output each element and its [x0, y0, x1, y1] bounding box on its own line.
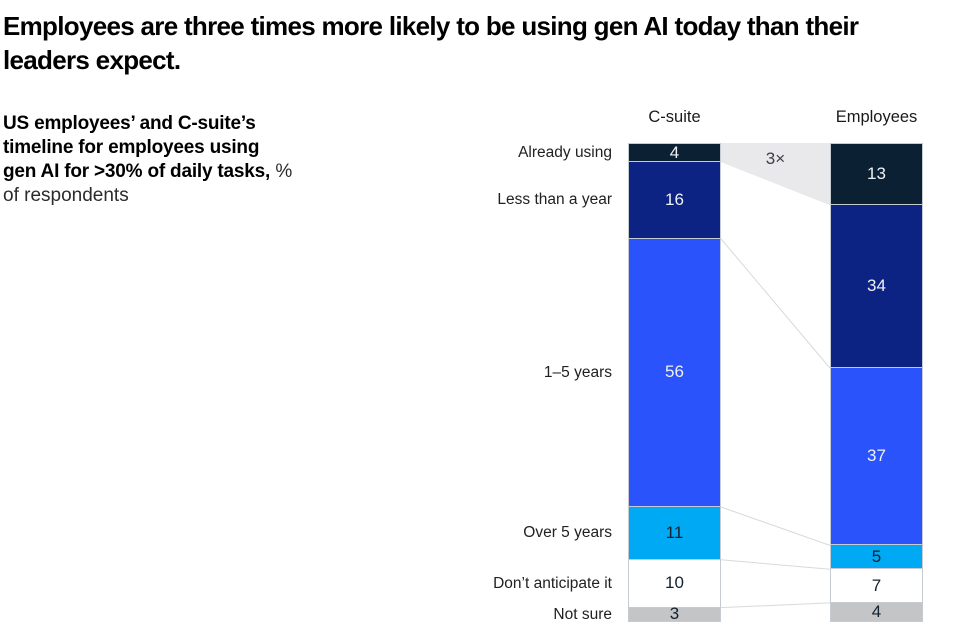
segment-connector-line — [721, 602, 830, 609]
chart-subtitle: US employees’ and C-suite’s timeline for… — [3, 112, 292, 208]
chart-title: Employees are three times more likely to… — [3, 9, 859, 77]
segment-value: 5 — [871, 546, 882, 566]
bar-segment-c-suite-not-sure: 3 — [628, 604, 721, 623]
title-line-2: leaders expect. — [3, 45, 181, 75]
bar-segment-employees-don-t-anticipate-it: 7 — [830, 569, 923, 603]
subtitle-line-3: gen AI for >30% of daily tasks, % — [3, 160, 292, 184]
title-line-1: Employees are three times more likely to… — [3, 11, 859, 41]
bar-segment-c-suite-don-t-anticipate-it: 10 — [628, 559, 721, 608]
segment-value: 13 — [867, 164, 886, 184]
column-header-c-suite: C-suite — [648, 108, 701, 126]
segment-value: 16 — [665, 189, 684, 209]
ratio-annotation: 3× — [765, 149, 786, 168]
subtitle-regular-text: % — [270, 161, 293, 182]
connector-band-svg — [721, 143, 830, 609]
segment-value: 4 — [871, 601, 882, 621]
bar-segment-employees-less-than-a-year: 34 — [830, 205, 923, 369]
subtitle-bold-text: timeline for employees using — [3, 137, 260, 158]
subtitle-regular-text: of respondents — [3, 185, 129, 206]
bar-segment-c-suite-less-than-a-year: 16 — [628, 162, 721, 239]
segment-value: 37 — [867, 446, 886, 466]
subtitle-line-1: US employees’ and C-suite’s — [3, 112, 292, 136]
segment-value: 11 — [665, 522, 684, 542]
bar-segment-employees-already-using: 13 — [830, 143, 923, 206]
category-label-less-than-a-year: Less than a year — [497, 191, 612, 209]
category-label-don-t-anticipate-it: Don’t anticipate it — [493, 574, 612, 592]
subtitle-line-2: timeline for employees using — [3, 136, 292, 160]
segment-connector-line — [721, 506, 830, 546]
subtitle-bold-text: US employees’ and C-suite’s — [3, 113, 256, 134]
bar-segment-employees-1-5-years: 37 — [830, 368, 923, 546]
segment-value: 10 — [665, 573, 684, 593]
ratio-connector-band — [721, 143, 830, 206]
column-header-employees: Employees — [835, 108, 918, 126]
segment-value: 7 — [871, 575, 882, 595]
segment-value: 4 — [669, 142, 680, 162]
category-label-already-using: Already using — [518, 143, 612, 161]
category-label-1-5-years: 1–5 years — [543, 363, 612, 381]
segment-value: 56 — [665, 362, 684, 382]
segment-value: 34 — [867, 276, 886, 296]
bar-segment-c-suite-1-5-years: 56 — [628, 238, 721, 508]
segment-connector-line — [721, 559, 830, 570]
bar-segment-c-suite-over-5-years: 11 — [628, 507, 721, 560]
subtitle-line-4: of respondents — [3, 184, 292, 208]
category-label-over-5-years: Over 5 years — [523, 524, 612, 542]
category-label-not-sure: Not sure — [553, 605, 612, 623]
bar-segment-c-suite-already-using: 4 — [628, 142, 721, 163]
bar-segment-employees-over-5-years: 5 — [830, 545, 923, 570]
bar-segment-employees-not-sure: 4 — [830, 601, 923, 622]
subtitle-bold-text: gen AI for >30% of daily tasks, — [3, 161, 271, 182]
segment-value: 3 — [669, 604, 680, 624]
segment-connector-line — [721, 238, 830, 369]
